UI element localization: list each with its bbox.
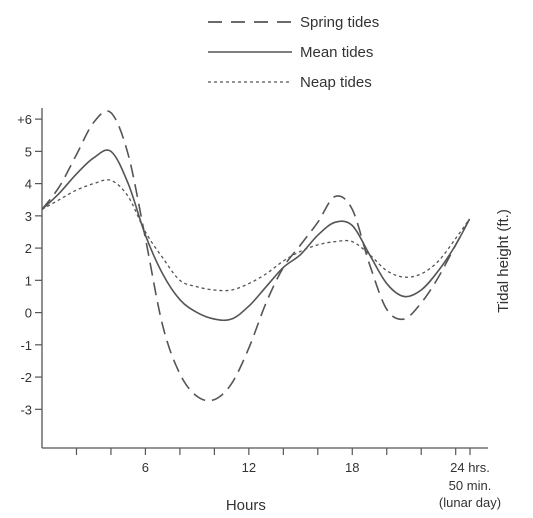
y-tick-label: 4 xyxy=(25,177,32,192)
axis-labels-group: +6 5 4 3 2 1 0 -1 -2 -3 6 12 18 24 hrs. 50 min. (lunar … xyxy=(17,112,512,514)
x-tick-label: 24 hrs. xyxy=(450,460,490,475)
y-tick-label: 5 xyxy=(25,144,32,159)
x-tick-label: 6 xyxy=(142,460,149,475)
y-tick-label: 1 xyxy=(25,273,32,288)
legend-label: Spring tides xyxy=(300,14,379,31)
legend: Spring tides Mean tides Neap tides xyxy=(208,14,379,91)
y-tick-label: +6 xyxy=(17,112,32,127)
y-tick-label: 3 xyxy=(25,209,32,224)
legend-label: Mean tides xyxy=(300,44,373,61)
x-axis-title: Hours xyxy=(226,497,266,514)
series-line-spring-tides xyxy=(41,110,471,402)
y-tick-label: -2 xyxy=(20,370,32,385)
x-tick-label: 18 xyxy=(345,460,359,475)
series-line-mean-tides xyxy=(41,149,471,322)
y-tick-label: -1 xyxy=(20,338,32,353)
x-tick-label: 12 xyxy=(242,460,256,475)
y-tick-label: 0 xyxy=(25,306,32,321)
axes xyxy=(35,108,488,455)
legend-label: Neap tides xyxy=(300,74,372,91)
series-group xyxy=(41,110,471,402)
series-line-neap-tides xyxy=(41,179,471,292)
y-axis-title: Tidal height (ft.) xyxy=(495,209,512,313)
y-tick-label: -3 xyxy=(20,402,32,417)
x-end-label-line: 50 min. xyxy=(449,478,492,493)
x-end-label-line: (lunar day) xyxy=(439,495,501,510)
y-tick-label: 2 xyxy=(25,241,32,256)
